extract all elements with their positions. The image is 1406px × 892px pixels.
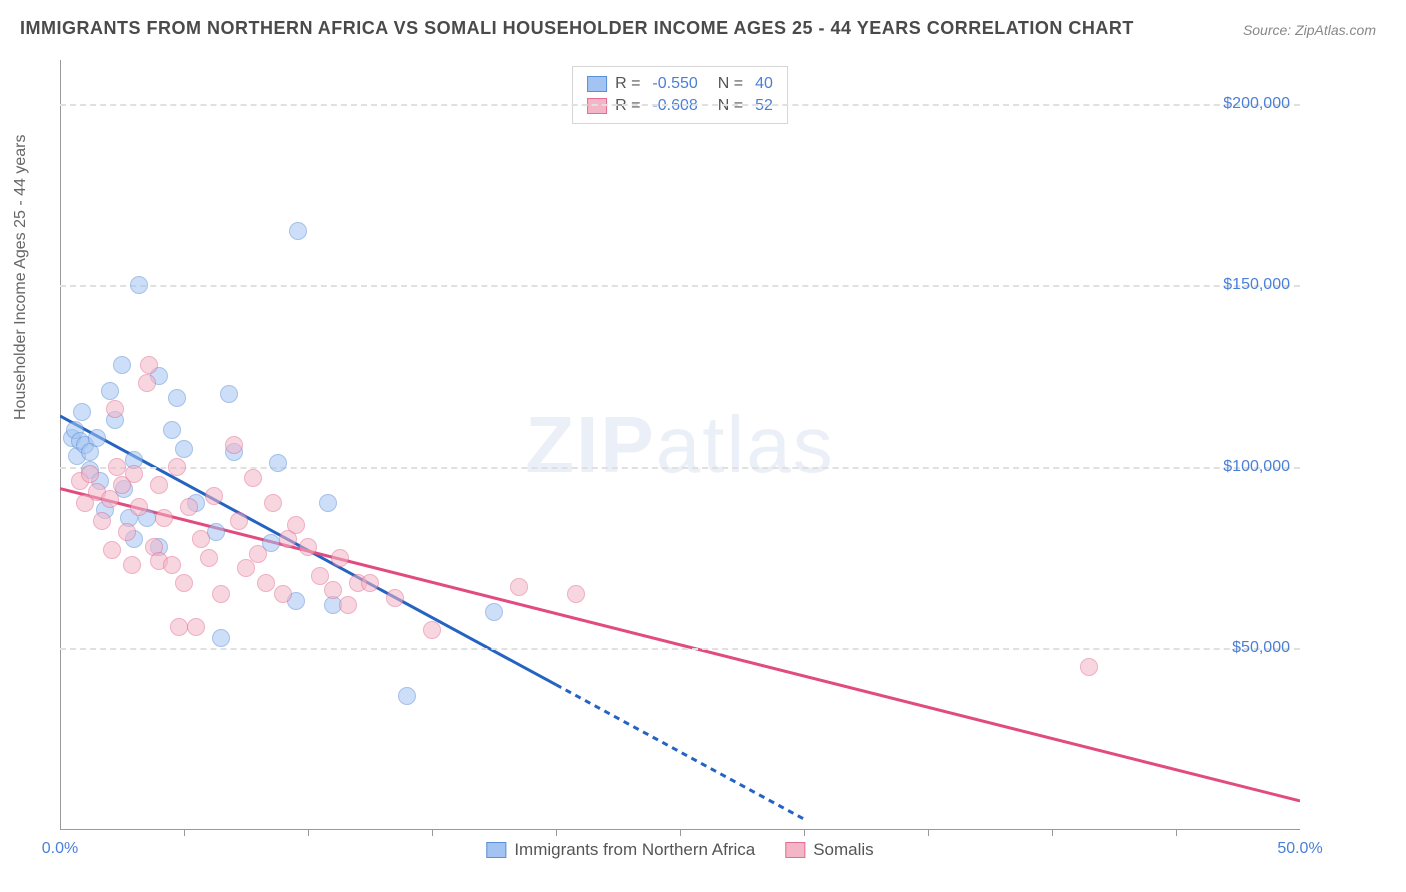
x-tick-label: 50.0%: [1277, 840, 1322, 858]
grid-line: [60, 285, 1300, 287]
data-point: [339, 596, 357, 614]
x-minor-tick: [556, 830, 557, 836]
y-axis-label: Householder Income Ages 25 - 44 years: [12, 135, 30, 421]
x-minor-tick: [184, 830, 185, 836]
data-point: [257, 574, 275, 592]
y-tick-label: $50,000: [1232, 639, 1290, 657]
data-point: [1080, 658, 1098, 676]
x-minor-tick: [1176, 830, 1177, 836]
legend-row-blue: R =-0.550 N =40: [587, 73, 773, 95]
data-point: [220, 385, 238, 403]
data-point: [287, 516, 305, 534]
data-point: [88, 429, 106, 447]
grid-line: [60, 467, 1300, 469]
data-point: [249, 545, 267, 563]
swatch-blue-icon: [486, 842, 506, 858]
y-axis-line: [60, 60, 61, 830]
data-point: [187, 618, 205, 636]
data-point: [212, 629, 230, 647]
chart-title: IMMIGRANTS FROM NORTHERN AFRICA VS SOMAL…: [20, 18, 1134, 39]
data-point: [361, 574, 379, 592]
data-point: [423, 621, 441, 639]
data-point: [155, 509, 173, 527]
data-point: [101, 490, 119, 508]
data-point: [485, 603, 503, 621]
data-point: [386, 589, 404, 607]
data-point: [163, 556, 181, 574]
data-point: [192, 530, 210, 548]
watermark: ZIPatlas: [525, 399, 834, 491]
data-point: [299, 538, 317, 556]
data-point: [123, 556, 141, 574]
data-point: [101, 382, 119, 400]
legend-row-pink: R =-0.608 N =52: [587, 95, 773, 117]
y-tick-label: $200,000: [1223, 95, 1290, 113]
data-point: [170, 618, 188, 636]
data-point: [150, 476, 168, 494]
data-point: [125, 465, 143, 483]
data-point: [108, 458, 126, 476]
data-point: [180, 498, 198, 516]
grid-line: [60, 648, 1300, 650]
x-minor-tick: [928, 830, 929, 836]
data-point: [230, 512, 248, 530]
data-point: [175, 574, 193, 592]
data-point: [567, 585, 585, 603]
swatch-blue: [587, 76, 607, 92]
data-point: [106, 400, 124, 418]
source-label: Source: ZipAtlas.com: [1243, 22, 1376, 38]
data-point: [140, 356, 158, 374]
series-legend: Immigrants from Northern Africa Somalis: [486, 840, 873, 860]
data-point: [510, 578, 528, 596]
data-point: [118, 523, 136, 541]
x-minor-tick: [432, 830, 433, 836]
legend-item-pink: Somalis: [785, 840, 873, 860]
data-point: [244, 469, 262, 487]
y-tick-label: $100,000: [1223, 458, 1290, 476]
data-point: [93, 512, 111, 530]
swatch-pink-icon: [785, 842, 805, 858]
y-tick-label: $150,000: [1223, 276, 1290, 294]
data-point: [73, 403, 91, 421]
legend-item-blue: Immigrants from Northern Africa: [486, 840, 755, 860]
data-point: [138, 374, 156, 392]
data-point: [398, 687, 416, 705]
data-point: [212, 585, 230, 603]
data-point: [175, 440, 193, 458]
data-point: [130, 276, 148, 294]
data-point: [130, 498, 148, 516]
data-point: [274, 585, 292, 603]
regression-lines: [60, 60, 1300, 830]
data-point: [163, 421, 181, 439]
data-point: [168, 389, 186, 407]
x-minor-tick: [804, 830, 805, 836]
chart-area: ZIPatlas R =-0.550 N =40 R =-0.608 N =52…: [60, 60, 1300, 830]
data-point: [168, 458, 186, 476]
data-point: [103, 541, 121, 559]
data-point: [289, 222, 307, 240]
data-point: [237, 559, 255, 577]
x-minor-tick: [1052, 830, 1053, 836]
data-point: [264, 494, 282, 512]
correlation-legend: R =-0.550 N =40 R =-0.608 N =52: [572, 66, 788, 124]
data-point: [205, 487, 223, 505]
grid-line: [60, 104, 1300, 106]
x-tick-label: 0.0%: [42, 840, 78, 858]
data-point: [269, 454, 287, 472]
x-minor-tick: [680, 830, 681, 836]
data-point: [331, 549, 349, 567]
data-point: [200, 549, 218, 567]
data-point: [113, 356, 131, 374]
swatch-pink: [587, 98, 607, 114]
data-point: [319, 494, 337, 512]
data-point: [81, 465, 99, 483]
data-point: [324, 581, 342, 599]
x-minor-tick: [308, 830, 309, 836]
data-point: [225, 436, 243, 454]
